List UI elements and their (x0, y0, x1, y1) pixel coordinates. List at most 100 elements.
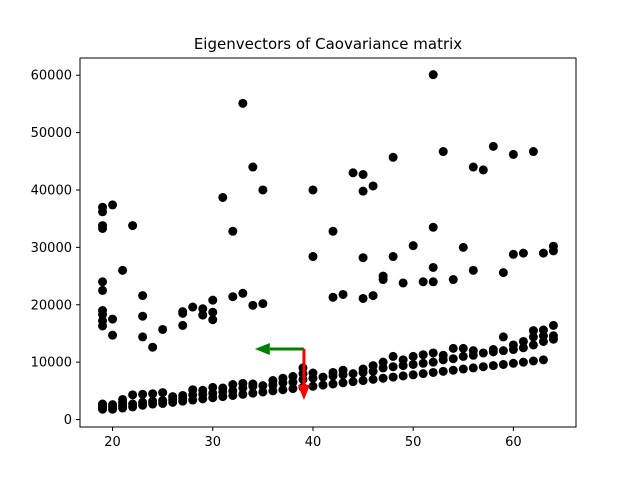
data-point (518, 357, 528, 367)
data-point (108, 314, 118, 324)
plot-area (79, 57, 577, 428)
data-point (468, 265, 478, 275)
x-tick-label: 20 (104, 435, 121, 450)
data-point (358, 186, 368, 196)
data-point (438, 366, 448, 376)
data-point (338, 365, 348, 375)
y-tick-label: 40000 (31, 183, 72, 198)
data-point (98, 221, 108, 231)
y-tick-label: 60000 (31, 69, 72, 84)
data-point (248, 300, 258, 310)
data-point (488, 141, 498, 151)
data-point (368, 291, 378, 301)
data-point (288, 372, 298, 381)
data-point (98, 399, 108, 409)
data-point (388, 362, 398, 372)
data-point (308, 185, 318, 195)
data-point (498, 332, 508, 342)
data-point (438, 147, 448, 157)
data-point (538, 355, 548, 365)
data-point (458, 351, 468, 361)
data-point (328, 292, 338, 302)
data-point (248, 162, 258, 172)
data-point (238, 389, 248, 399)
data-point (358, 376, 368, 386)
data-point (548, 320, 558, 330)
data-point (228, 292, 238, 302)
data-point (398, 278, 408, 288)
data-point (428, 357, 438, 367)
data-point (158, 396, 168, 406)
data-point (478, 348, 488, 358)
data-point (508, 249, 518, 259)
data-point (208, 382, 218, 392)
data-point (338, 289, 348, 299)
data-point (498, 359, 508, 369)
data-point (538, 325, 548, 335)
data-point (428, 262, 438, 272)
data-point (218, 192, 228, 202)
data-point (218, 383, 228, 393)
data-point (498, 268, 508, 278)
data-point (128, 390, 138, 400)
x-tick-label: 50 (405, 435, 422, 450)
data-point (198, 304, 208, 314)
data-point (188, 385, 198, 395)
y-tick-label: 10000 (31, 356, 72, 371)
data-point (258, 185, 268, 195)
data-point (388, 152, 398, 162)
data-point (448, 365, 458, 375)
y-tick-label: 20000 (31, 298, 72, 313)
data-point (208, 307, 218, 317)
data-point (458, 242, 468, 252)
data-point (528, 326, 538, 336)
data-point (178, 307, 188, 317)
data-point (228, 226, 238, 236)
data-point (358, 364, 368, 374)
data-point (428, 222, 438, 232)
data-point (238, 378, 248, 388)
data-point (248, 379, 258, 389)
x-axis: 20 30 40 50 60 (104, 427, 522, 450)
data-point (158, 324, 168, 334)
data-point (548, 331, 558, 341)
eigenvector-arrows (254, 342, 310, 401)
data-point (378, 373, 388, 383)
data-point (518, 248, 528, 258)
data-point (438, 350, 448, 360)
data-point (388, 351, 398, 361)
arrow-head (297, 385, 310, 401)
data-point (158, 388, 168, 398)
data-point (408, 351, 418, 361)
data-point (208, 295, 218, 305)
data-point (278, 385, 288, 395)
data-point (518, 343, 528, 353)
data-point (358, 170, 368, 179)
data-point (358, 293, 368, 303)
data-point (258, 381, 268, 391)
data-point (318, 380, 328, 390)
data-point (398, 355, 408, 365)
data-point (198, 310, 208, 320)
y-tick-label: 30000 (31, 241, 72, 256)
data-point (138, 389, 148, 399)
data-point (108, 200, 118, 210)
x-tick-label: 60 (505, 435, 522, 450)
data-point (418, 277, 428, 287)
data-point (448, 275, 458, 285)
data-point (308, 381, 318, 391)
data-point (378, 271, 388, 281)
data-point (118, 265, 128, 275)
data-point (528, 147, 538, 157)
data-point (138, 397, 148, 407)
data-point (98, 202, 108, 212)
data-point (348, 168, 358, 178)
data-point (338, 378, 348, 388)
data-point (358, 253, 368, 263)
data-point (148, 389, 158, 399)
y-tick-label: 50000 (31, 126, 72, 141)
data-point (328, 367, 338, 377)
data-point (468, 346, 478, 356)
eigenvector-arrow (297, 348, 310, 401)
